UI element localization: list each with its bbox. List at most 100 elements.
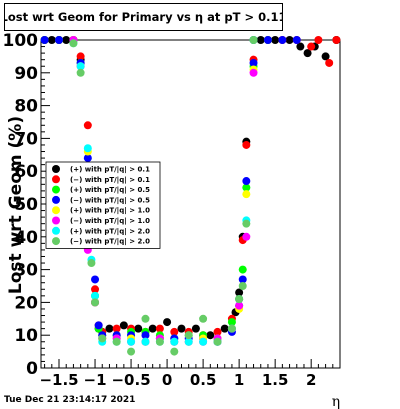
data-point bbox=[91, 291, 100, 300]
data-point bbox=[170, 347, 179, 356]
legend-label: (−) with pT/|q| > 1.0 bbox=[70, 217, 150, 226]
y-tick-label: 50 bbox=[14, 195, 38, 215]
x-tick-label: 1.5 bbox=[262, 371, 289, 389]
y-tick-label: 20 bbox=[14, 293, 38, 313]
data-point bbox=[91, 275, 100, 284]
legend-marker bbox=[52, 165, 60, 173]
legend-label: (+) with pT/|q| > 0.5 bbox=[70, 186, 150, 195]
data-point bbox=[242, 190, 251, 199]
data-point bbox=[242, 177, 251, 186]
data-point bbox=[184, 337, 193, 346]
legend-marker bbox=[52, 216, 60, 225]
data-point bbox=[83, 121, 92, 130]
data-point bbox=[227, 318, 236, 327]
data-point bbox=[235, 295, 244, 304]
x-tick-label: 2 bbox=[306, 371, 316, 389]
data-point bbox=[170, 337, 179, 346]
data-point bbox=[296, 42, 305, 51]
x-tick-label: 0.5 bbox=[190, 371, 217, 389]
data-point bbox=[155, 324, 164, 333]
x-axis-title: η bbox=[332, 394, 340, 409]
y-tick-label: 100 bbox=[3, 31, 39, 51]
data-point bbox=[148, 324, 157, 333]
data-point bbox=[199, 314, 208, 323]
data-point bbox=[292, 36, 301, 44]
data-point bbox=[127, 347, 136, 356]
data-point bbox=[199, 337, 208, 346]
data-point bbox=[242, 219, 251, 228]
data-point bbox=[332, 36, 341, 44]
data-point bbox=[62, 36, 71, 44]
data-point bbox=[220, 324, 229, 333]
data-point bbox=[227, 324, 236, 333]
legend-marker bbox=[52, 226, 60, 235]
data-point bbox=[249, 36, 258, 44]
data-point bbox=[263, 36, 272, 44]
data-point bbox=[256, 36, 265, 44]
data-point bbox=[213, 327, 222, 336]
data-point bbox=[76, 62, 85, 71]
data-point bbox=[83, 144, 92, 153]
data-point bbox=[94, 321, 103, 330]
data-point bbox=[98, 334, 107, 343]
data-point bbox=[238, 265, 247, 274]
data-point bbox=[170, 327, 179, 336]
y-tick-label: 60 bbox=[14, 162, 38, 182]
legend-label: (−) with pT/|q| > 2.0 bbox=[70, 238, 150, 247]
data-point bbox=[213, 337, 222, 346]
data-point bbox=[321, 52, 330, 61]
data-point bbox=[303, 49, 312, 58]
data-point bbox=[47, 36, 56, 44]
data-point bbox=[238, 275, 247, 284]
data-point bbox=[134, 324, 143, 333]
data-point bbox=[278, 36, 287, 44]
series-8 bbox=[69, 36, 258, 356]
data-point bbox=[76, 68, 85, 77]
legend-marker bbox=[52, 175, 60, 184]
legend-label: (−) with pT/|q| > 0.1 bbox=[70, 176, 150, 185]
data-point bbox=[314, 36, 323, 44]
data-point bbox=[91, 285, 100, 294]
data-point bbox=[87, 259, 96, 268]
legend-label: (+) with pT/|q| > 1.0 bbox=[70, 207, 150, 216]
axis-ticks: −1.5 −1 −0.5 0 0.5 1 1.5 2010203040506070809010… bbox=[3, 31, 334, 389]
data-point bbox=[235, 301, 244, 310]
legend-box bbox=[45, 161, 161, 249]
data-point bbox=[119, 321, 128, 330]
data-point bbox=[155, 337, 164, 346]
legend-marker bbox=[52, 237, 60, 246]
data-point bbox=[141, 331, 150, 340]
legend-marker bbox=[52, 185, 60, 194]
data-point bbox=[141, 314, 150, 323]
data-point bbox=[285, 36, 294, 44]
data-point bbox=[325, 58, 334, 67]
legend-label: (−) with pT/|q| > 0.5 bbox=[70, 196, 150, 205]
data-point bbox=[55, 36, 64, 44]
legend-marker bbox=[52, 206, 60, 215]
data-point bbox=[242, 140, 251, 149]
data-point bbox=[177, 324, 186, 333]
y-tick-label: 40 bbox=[14, 228, 38, 248]
data-point bbox=[112, 337, 121, 346]
y-tick-label: 70 bbox=[14, 129, 38, 149]
data-point bbox=[112, 324, 121, 333]
data-point bbox=[206, 331, 215, 340]
timestamp: Tue Dec 21 23:14:17 2021 bbox=[4, 395, 136, 405]
data-point bbox=[83, 154, 92, 163]
data-point bbox=[91, 298, 100, 307]
legend-label: (+) with pT/|q| > 2.0 bbox=[70, 227, 150, 236]
y-tick-label: 0 bbox=[26, 359, 38, 379]
legend-marker bbox=[52, 195, 60, 204]
data-point bbox=[191, 324, 200, 333]
data-point bbox=[235, 288, 244, 297]
data-point bbox=[105, 324, 114, 333]
legend: (+) with pT/|q| > 0.1(−) with pT/|q| > 0… bbox=[45, 161, 161, 249]
x-tick-label: −1 bbox=[84, 371, 107, 389]
data-point bbox=[141, 337, 150, 346]
data-point bbox=[307, 42, 316, 51]
data-point bbox=[249, 68, 258, 77]
y-tick-label: 10 bbox=[14, 326, 38, 346]
data-point bbox=[249, 58, 258, 67]
legend-label: (+) with pT/|q| > 0.1 bbox=[70, 166, 150, 175]
